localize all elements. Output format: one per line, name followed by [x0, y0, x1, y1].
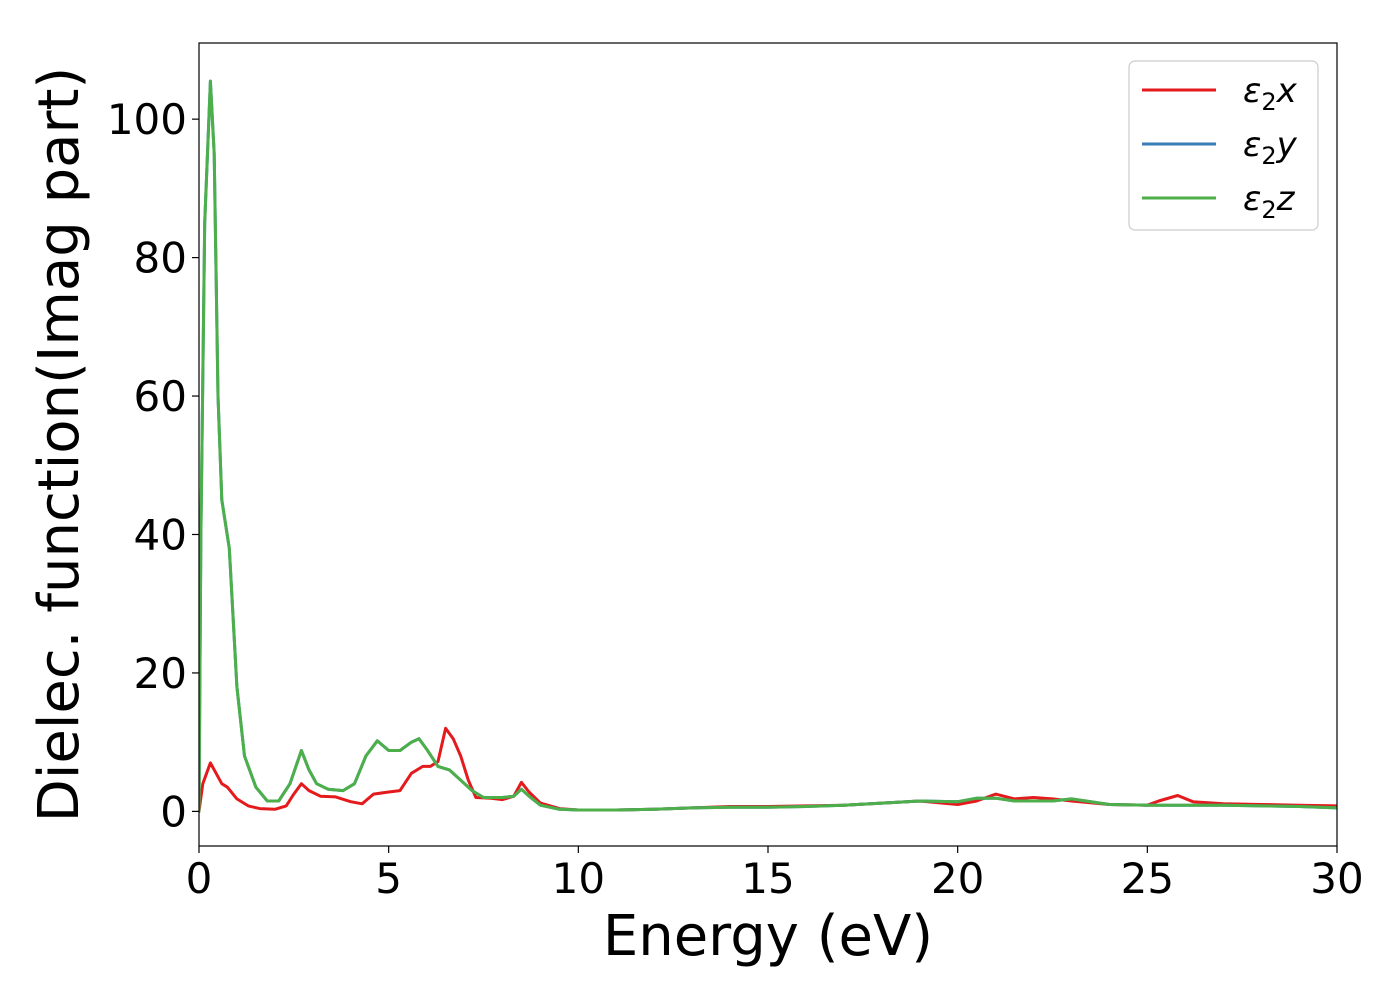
y-axis-title: Dielec. function(Imag part): [27, 67, 92, 823]
legend-label-y: ε2y: [1243, 125, 1298, 170]
y-tick-label: 60: [134, 372, 187, 421]
y-axis-ticks: 0 20 40 60 80 100: [107, 95, 199, 836]
x-tick-label: 20: [931, 854, 984, 903]
x-tick-label: 5: [375, 854, 402, 903]
x-tick-label: 0: [186, 854, 213, 903]
x-tick-label: 25: [1121, 854, 1174, 903]
series-lines: [199, 79, 1337, 813]
x-axis-title: Energy (eV): [603, 904, 933, 969]
legend: ε2x ε2y ε2z: [1128, 60, 1319, 231]
x-tick-label: 15: [741, 854, 794, 903]
legend-label-z: ε2z: [1243, 179, 1296, 224]
series-line-x: [199, 726, 1337, 813]
series-line-z: [199, 79, 1337, 813]
x-axis-ticks: 0 5 10 15 20 25 30: [186, 846, 1364, 903]
x-tick-label: 10: [552, 854, 605, 903]
y-tick-label: 80: [134, 234, 187, 283]
legend-box: [1128, 60, 1319, 231]
legend-label-x: ε2x: [1243, 71, 1298, 116]
y-tick-label: 0: [160, 787, 187, 836]
y-tick-label: 40: [134, 510, 187, 559]
y-tick-label: 20: [134, 649, 187, 698]
x-tick-label: 30: [1310, 854, 1363, 903]
y-tick-label: 100: [107, 95, 187, 144]
